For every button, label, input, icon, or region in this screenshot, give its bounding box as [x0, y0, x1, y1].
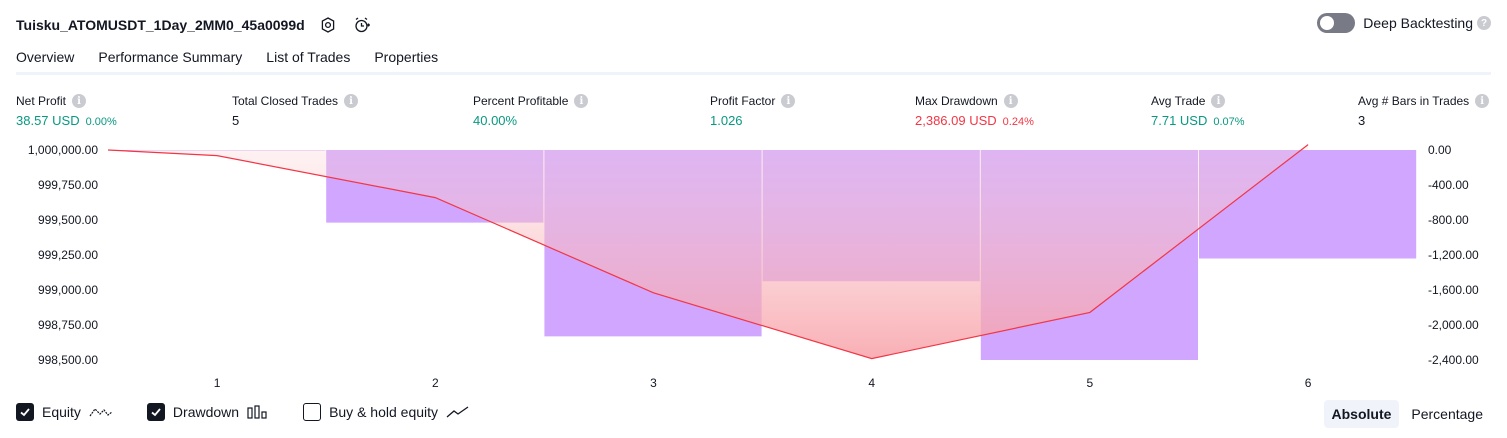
x-axis-tick: 5: [1087, 376, 1094, 390]
deep-backtesting-label: Deep Backtesting: [1363, 15, 1473, 31]
drawdown-checkbox[interactable]: [146, 403, 165, 421]
strategy-header: Tuisku_ATOMUSDT_1Day_2MM0_45a0099d: [16, 12, 373, 38]
drawdown-bars-icon: [247, 405, 269, 419]
metric-value: 7.71 USD: [1151, 113, 1208, 128]
alarm-add-icon[interactable]: [351, 14, 373, 36]
metric-percent-profitable: Percent Profitable i 40.00%: [473, 93, 589, 129]
equity-area: [108, 144, 1309, 359]
left-axis-tick: 999,250.00: [38, 248, 98, 262]
metric-value: 1.026: [710, 113, 743, 128]
right-axis-tick: -2,000.00: [1428, 318, 1479, 332]
metric-value: 40.00%: [473, 113, 518, 128]
metric-label: Max Drawdown: [915, 94, 998, 108]
metric-net-profit: Net Profit i 38.57 USD 0.00%: [16, 93, 117, 129]
tab-properties[interactable]: Properties: [374, 49, 439, 65]
deep-backtesting-toggle[interactable]: [1317, 13, 1356, 33]
x-axis-tick: 2: [432, 376, 439, 390]
info-icon[interactable]: i: [72, 94, 87, 108]
right-axis-tick: -1,200.00: [1428, 248, 1479, 262]
metric-label: Profit Factor: [710, 94, 776, 108]
chart-legend: Equity Drawdown Buy & hold equity: [16, 403, 504, 421]
legend-drawdown-label: Drawdown: [172, 404, 240, 420]
x-axis-tick: 4: [868, 376, 875, 390]
strategy-title: Tuisku_ATOMUSDT_1Day_2MM0_45a0099d: [16, 17, 305, 33]
percentage-button[interactable]: Percentage: [1411, 406, 1483, 422]
info-icon[interactable]: i: [574, 94, 589, 108]
deep-backtesting: Deep Backtesting ?: [1317, 13, 1491, 33]
tab-overview[interactable]: Overview: [16, 47, 75, 75]
buy-hold-checkbox[interactable]: [303, 403, 322, 421]
left-axis-tick: 998,750.00: [38, 318, 98, 332]
metric-avg-bars-in-trades: Avg # Bars in Trades i 3: [1358, 93, 1490, 129]
toggle-knob: [1320, 16, 1335, 30]
tabs-divider: [16, 72, 1491, 75]
left-axis-tick: 999,500.00: [38, 213, 98, 227]
metric-max-drawdown: Max Drawdown i 2,386.09 USD 0.24%: [915, 93, 1034, 129]
metric-label: Avg # Bars in Trades: [1358, 94, 1470, 108]
right-axis-tick: 0.00: [1428, 143, 1452, 157]
metric-value: 3: [1358, 113, 1366, 128]
legend-drawdown[interactable]: Drawdown: [146, 403, 269, 421]
right-axis-tick: -2,400.00: [1428, 353, 1479, 367]
info-icon[interactable]: i: [1003, 94, 1018, 108]
x-axis-tick: 3: [650, 376, 657, 390]
absolute-button[interactable]: Absolute: [1323, 400, 1400, 428]
metric-sub-value: 0.00%: [85, 116, 117, 128]
right-axis-tick: -400.00: [1428, 178, 1469, 192]
left-axis-tick: 999,000.00: [38, 283, 98, 297]
metric-total-closed-trades: Total Closed Trades i 5: [232, 93, 359, 129]
metric-sub-value: 0.24%: [1002, 116, 1034, 128]
info-icon[interactable]: i: [1211, 94, 1226, 108]
info-icon[interactable]: i: [781, 94, 796, 108]
left-axis-tick: 999,750.00: [38, 178, 98, 192]
metric-avg-trade: Avg Trade i 7.71 USD 0.07%: [1151, 93, 1245, 129]
tab-performance-summary[interactable]: Performance Summary: [98, 49, 243, 65]
metric-sub-value: 0.07%: [1213, 116, 1245, 128]
metric-value: 2,386.09 USD: [915, 113, 997, 128]
info-icon[interactable]: i: [344, 94, 359, 108]
metric-value: 5: [232, 113, 240, 128]
legend-equity[interactable]: Equity: [16, 403, 113, 421]
x-axis-tick: 6: [1305, 376, 1312, 390]
help-icon[interactable]: ?: [1477, 16, 1491, 30]
tab-list-of-trades[interactable]: List of Trades: [266, 49, 351, 65]
info-icon[interactable]: i: [1475, 94, 1490, 108]
equity-checkbox[interactable]: [16, 403, 34, 421]
metric-label: Avg Trade: [1151, 94, 1206, 108]
metrics-row: Net Profit i 38.57 USD 0.00% Total Closed …: [0, 93, 1507, 133]
tab-bar: Overview Performance Summary List of Tra…: [16, 47, 462, 75]
x-axis-tick: 1: [214, 376, 221, 390]
metric-label: Percent Profitable: [473, 94, 569, 108]
left-axis-tick: 998,500.00: [38, 353, 98, 367]
legend-buy-hold[interactable]: Buy & hold equity: [303, 403, 470, 421]
equity-drawdown-chart[interactable]: 1,000,000.00 999,750.00 999,500.00 999,250.…: [0, 140, 1507, 395]
metric-profit-factor: Profit Factor i 1.026: [710, 93, 796, 129]
legend-equity-label: Equity: [42, 404, 81, 420]
metric-label: Net Profit: [16, 94, 67, 108]
metric-label: Total Closed Trades: [232, 94, 339, 108]
right-axis-tick: -1,600.00: [1428, 283, 1479, 297]
value-mode-switch: Absolute Percentage: [1320, 400, 1492, 428]
settings-icon[interactable]: [317, 14, 339, 36]
legend-buy-hold-label: Buy & hold equity: [329, 404, 439, 420]
equity-line-icon: [89, 405, 113, 419]
buy-hold-line-icon: [446, 405, 470, 419]
metric-value: 38.57 USD: [16, 113, 80, 128]
right-axis-tick: -800.00: [1428, 213, 1469, 227]
left-axis-tick: 1,000,000.00: [28, 143, 98, 157]
